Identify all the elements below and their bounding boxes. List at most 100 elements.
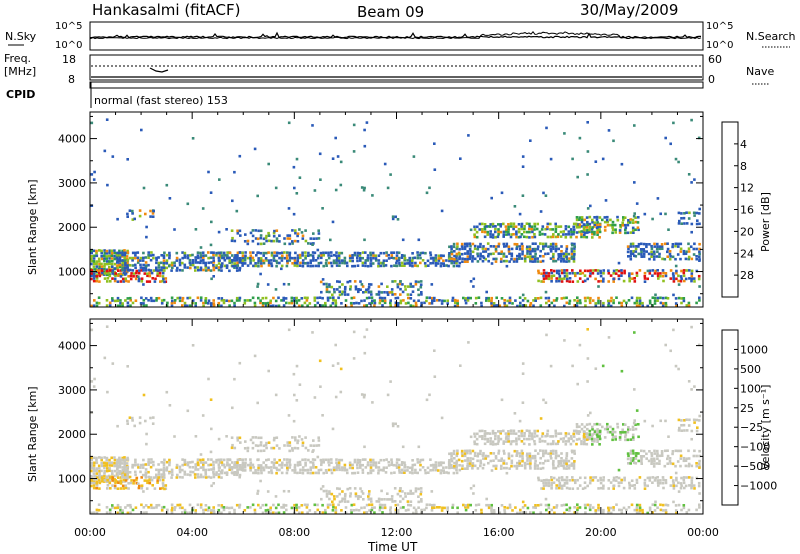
power-cell [591,232,594,236]
power-cell [467,134,470,137]
velocity-cell [520,432,523,435]
power-cell [479,242,482,246]
velocity-cell [507,437,510,441]
power-cell [455,256,458,260]
velocity-cell [119,487,123,490]
velocity-cell [511,509,514,512]
power-cell [393,264,396,267]
power-cell [285,254,289,257]
power-cell [547,272,551,275]
power-cell [456,302,459,305]
velocity-cell [377,466,381,469]
velocity-cell [609,430,612,434]
velocity-cell [106,467,109,470]
velocity-cell [212,511,216,514]
power-cell [225,264,229,268]
power-cell [238,257,242,260]
power-cell [682,252,686,256]
velocity-cell [547,479,551,482]
velocity-cell [168,461,171,464]
velocity-cell [223,466,227,469]
power-cell [558,277,561,280]
velocity-cell [212,460,215,464]
power-cell [286,259,289,263]
power-cell [591,236,594,239]
power-cell [682,299,686,303]
velocity-cell [666,504,670,507]
velocity-cell [126,465,130,469]
power-cell [494,245,498,248]
power-cell [439,256,443,260]
power-cell [287,207,291,210]
power-cell [651,296,655,299]
velocity-cell [513,412,517,415]
velocity-cell [123,463,126,467]
velocity-cell [660,454,664,457]
velocity-cell [324,511,327,515]
velocity-cell [162,484,165,488]
velocity-cell [282,503,285,507]
power-cell [270,262,273,265]
power-cell [560,260,563,263]
power-cell [319,178,322,181]
velocity-cell [183,463,187,466]
velocity-cell [118,470,122,474]
power-cell [288,251,292,255]
velocity-cell [168,463,171,467]
velocity-cell [264,464,268,467]
velocity-cell [668,457,672,460]
power-cell [508,296,512,300]
power-cell [500,191,504,195]
power-cell [238,266,242,270]
power-cell [494,260,498,263]
power-cell [564,225,568,228]
power-cell [110,249,113,253]
velocity-cell [267,369,270,373]
velocity-cell [505,466,508,470]
power-cell [298,228,301,231]
velocity-cell [378,503,382,507]
power-cell [450,261,453,265]
power-cell [121,277,125,281]
power-cell [316,301,320,305]
power-cell [295,299,298,303]
velocity-cell [132,479,136,482]
velocity-cell [611,433,614,436]
velocity-cell [680,476,683,480]
velocity-cell [118,456,121,460]
velocity-cell [621,428,624,432]
velocity-cell [451,503,455,507]
power-cell [545,277,548,280]
power-cell [149,215,152,218]
velocity-cell [321,511,325,514]
power-cell [348,254,352,258]
velocity-cell [399,500,402,503]
velocity-cell [656,481,660,485]
power-cell [202,268,205,272]
velocity-cell [544,434,547,438]
colorbar-tick-label: 100 [740,382,761,395]
velocity-cell [512,432,515,435]
velocity-cell [119,506,122,509]
velocity-cell [348,463,352,467]
velocity-cell [266,490,270,493]
velocity-cell [260,469,263,472]
power-cell [440,262,443,265]
power-cell [576,299,579,303]
power-cell [586,229,589,232]
power-cell [541,242,545,246]
velocity-cell [286,458,289,461]
velocity-cell [126,511,130,515]
velocity-cell [629,459,633,463]
plot-title: Hankasalmi (fitACF) [92,1,240,19]
velocity-cell [632,421,636,425]
power-cell [539,242,542,245]
power-cell [128,209,132,212]
velocity-cell [645,452,648,456]
velocity-cell [334,343,337,347]
power-cell [682,297,686,300]
velocity-cell [249,438,253,442]
power-cell [95,251,98,255]
power-cell [168,256,171,260]
power-cell [674,302,678,305]
